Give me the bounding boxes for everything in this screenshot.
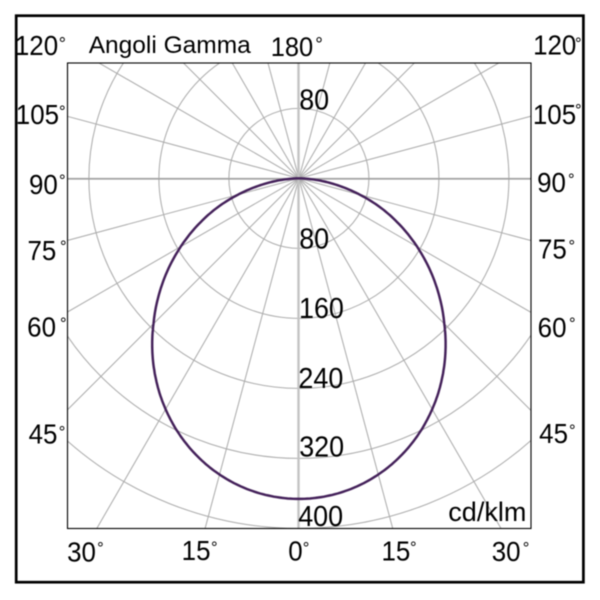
svg-text:15: 15 (381, 536, 410, 567)
svg-text:°: ° (568, 171, 575, 189)
svg-text:°: ° (410, 539, 417, 557)
svg-text:160: 160 (299, 292, 344, 324)
svg-text:80: 80 (299, 84, 329, 116)
svg-text:°: ° (315, 34, 323, 55)
svg-text:°: ° (569, 237, 576, 255)
svg-text:cd/klm: cd/klm (448, 497, 526, 527)
svg-text:90: 90 (537, 167, 566, 198)
svg-text:°: ° (59, 34, 66, 54)
svg-text:45: 45 (29, 419, 58, 450)
svg-text:°: ° (569, 315, 576, 333)
svg-text:°: ° (59, 103, 66, 121)
svg-text:60: 60 (538, 312, 567, 343)
svg-text:45: 45 (539, 418, 568, 449)
svg-text:°: ° (569, 422, 576, 440)
svg-text:75: 75 (27, 235, 56, 266)
svg-text:Angoli Gamma: Angoli Gamma (89, 32, 251, 59)
svg-text:30: 30 (492, 536, 521, 567)
svg-text:°: ° (59, 172, 66, 190)
svg-text:105: 105 (533, 99, 576, 130)
svg-text:120: 120 (15, 30, 58, 61)
svg-text:30: 30 (67, 537, 96, 568)
svg-text:°: ° (60, 238, 67, 256)
svg-text:105: 105 (16, 99, 59, 130)
svg-text:°: ° (575, 101, 582, 119)
svg-text:°: ° (303, 540, 310, 558)
svg-text:120: 120 (533, 30, 576, 61)
svg-text:15: 15 (182, 535, 211, 566)
svg-text:400: 400 (298, 500, 343, 532)
svg-text:°: ° (60, 315, 67, 333)
svg-text:°: ° (575, 35, 582, 53)
svg-text:90: 90 (29, 169, 58, 200)
svg-text:°: ° (59, 423, 66, 441)
svg-text:°: ° (211, 539, 218, 557)
svg-text:0: 0 (288, 536, 302, 567)
svg-text:°: ° (523, 539, 530, 557)
svg-text:60: 60 (27, 312, 56, 343)
svg-text:180: 180 (271, 31, 313, 62)
svg-text:240: 240 (298, 362, 343, 394)
svg-text:320: 320 (299, 431, 344, 463)
svg-text:80: 80 (299, 223, 329, 255)
svg-text:75: 75 (538, 234, 567, 265)
svg-text:°: ° (97, 539, 104, 557)
